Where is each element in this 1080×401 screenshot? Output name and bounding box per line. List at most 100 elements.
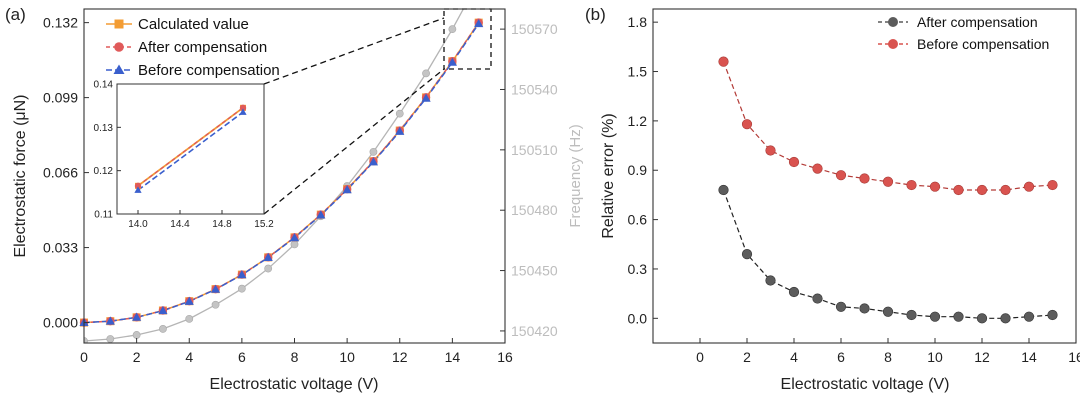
frequency-point [159, 325, 167, 333]
legend-marker-calculated [114, 19, 124, 29]
x-tick-label: 10 [927, 349, 943, 365]
y-tick-label: 0.9 [628, 162, 648, 178]
legend: After compensation Before compensation [878, 14, 1049, 52]
error-point-after [1000, 313, 1011, 324]
x-tick-label: 10 [339, 349, 355, 365]
legend-marker-after [114, 42, 124, 52]
y2-tick-label: 150540 [511, 81, 558, 97]
error-point-before [1047, 179, 1058, 191]
frequency-point [185, 314, 194, 323]
inset-x-tick-label: 15.2 [254, 219, 274, 230]
y2-tick-label: 150510 [511, 142, 558, 158]
x-tick-label: 14 [445, 349, 461, 365]
before-point [158, 305, 168, 315]
inset-before-point [239, 108, 247, 115]
panel-b-label: (b) [585, 5, 606, 24]
error-point-after [1047, 309, 1058, 321]
inset-y-tick-label: 0.12 [94, 166, 114, 177]
before-point [368, 157, 379, 166]
before-point [105, 316, 115, 325]
error-point-before [976, 184, 988, 196]
error-point-after [1023, 311, 1035, 322]
frequency-point [132, 331, 141, 339]
inset-after-point [239, 104, 247, 112]
error-point-before [1000, 184, 1011, 196]
y-axis-label: Electrostatic force (μN) [12, 94, 29, 257]
inset-frame [116, 83, 265, 215]
y-tick-label: 0.099 [43, 90, 78, 106]
panel-a: (a) 0 2 4 6 8 10 12 14 16 0.0000.0330.0660.0990.… [5, 5, 584, 393]
error-series [718, 56, 1058, 324]
before-point [342, 185, 352, 194]
error-point-before [929, 181, 941, 192]
zoom-indicator [263, 8, 492, 215]
y-axis-ticks: 0.0 0.3 0.6 0.9 1.2 1.5 1.8 [628, 14, 658, 326]
x-tick-label: 2 [133, 349, 141, 365]
inset-y-tick-label: 0.14 [94, 80, 114, 91]
y2-tick-label: 150420 [511, 323, 558, 339]
y-tick-label: 0.0 [628, 310, 648, 326]
y2-tick-label: 150480 [511, 202, 558, 218]
y-tick-label: 1.5 [628, 64, 648, 80]
y-tick-label: 1.8 [628, 14, 648, 30]
inset-after-point [134, 182, 142, 190]
x-tick-label: 8 [884, 349, 892, 365]
error-point-before [882, 176, 894, 187]
error-point-after [812, 293, 823, 304]
inset-plot: 14.0 14.4 14.8 15.2 0.11 0.12 0.13 0.14 [94, 80, 275, 231]
error-point-before [741, 119, 753, 130]
y2-tick-label: 150450 [511, 263, 558, 279]
error-point-before [906, 179, 917, 191]
before-point [132, 312, 142, 321]
error-point-after [835, 301, 847, 312]
inset-before-point [134, 186, 142, 193]
x-axis-ticks: 0 2 4 6 8 10 12 14 16 [80, 338, 513, 365]
inset-x-tick-label: 14.8 [212, 219, 232, 230]
before-point [289, 233, 300, 242]
error-point-after [788, 286, 800, 298]
error-point-after [718, 184, 729, 196]
x-tick-label: 0 [80, 349, 88, 365]
inset-y-tick-label: 0.13 [94, 123, 114, 134]
legend-label-after: After compensation [138, 39, 267, 56]
zoom-connector-top [263, 17, 445, 85]
legend-marker-before [113, 64, 125, 74]
y2-axis-label: Frequency (Hz) [567, 124, 584, 227]
y-axis-label: Relative error (%) [600, 113, 617, 238]
inset-series [134, 104, 247, 193]
y-tick-label: 0.000 [43, 315, 78, 331]
x-tick-label: 16 [497, 349, 513, 365]
inset-background [117, 84, 264, 214]
y-tick-label: 1.2 [628, 113, 648, 129]
before-point [395, 126, 405, 135]
legend-label-before: Before compensation [138, 62, 280, 79]
inset-x-ticks: 14.0 14.4 14.8 15.2 [128, 210, 274, 230]
error-point-after [859, 303, 870, 314]
y-tick-label: 0.132 [43, 15, 78, 31]
frequency-point [264, 264, 273, 273]
y2-axis-ticks: 150420 150450 150480 150510 150540 150570 [500, 21, 558, 339]
error-point-before [812, 163, 823, 174]
x-axis-label: Electrostatic voltage (V) [210, 376, 379, 393]
zoom-box [443, 8, 492, 70]
error-point-before [718, 56, 729, 67]
frequency-point [106, 335, 115, 343]
y-tick-label: 0.066 [43, 165, 78, 181]
y-axis-ticks: 0.000 0.033 0.066 0.099 0.132 [43, 15, 89, 331]
frequency-point [369, 147, 378, 156]
legend-label-calculated: Calculated value [138, 16, 249, 33]
x-tick-label: 0 [696, 349, 704, 365]
x-axis-label: Electrostatic voltage (V) [781, 376, 950, 393]
error-point-after [741, 249, 753, 260]
inset-before-line [137, 111, 244, 191]
inset-after-line [137, 107, 244, 187]
before-point [237, 270, 247, 279]
y2-tick-label: 150570 [511, 21, 558, 37]
before-point [184, 296, 194, 305]
error-point-after [765, 275, 776, 286]
before-point [447, 57, 457, 66]
inset-x-tick-label: 14.0 [128, 219, 148, 230]
x-tick-label: 4 [790, 349, 798, 365]
before-point [474, 18, 484, 28]
